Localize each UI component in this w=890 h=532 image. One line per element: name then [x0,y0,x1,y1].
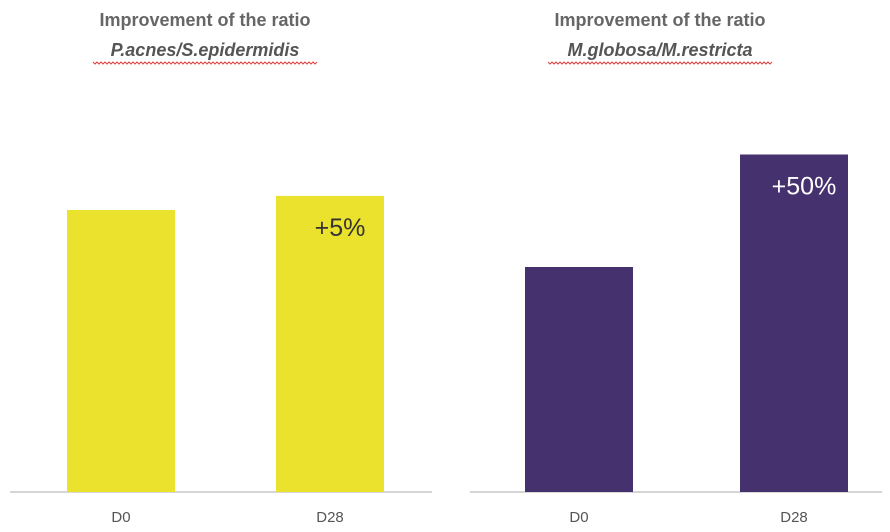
bar-d0 [525,267,633,492]
chart-subtitle: P.acnes/S.epidermidis [111,40,300,60]
x-tick-label: D28 [316,509,344,526]
bar-d28 [740,154,848,492]
bar-d0 [67,210,175,492]
chart-subtitle: M.globosa/M.restricta [567,40,752,60]
spellcheck-underline [92,61,318,65]
x-tick-label: D0 [569,509,588,526]
bar-d28 [276,195,384,492]
chart-title: Improvement of the ratio [99,10,310,30]
x-tick-label: D28 [780,509,808,526]
data-label: +5% [315,214,366,242]
chart-panel-1: Improvement of the ratio P.acnes/S.epider… [10,10,432,526]
chart-panel-2: Improvement of the ratio M.globosa/M.rest… [470,10,882,526]
data-label: +50% [772,173,837,201]
spellcheck-underline [547,61,773,65]
chart-title: Improvement of the ratio [554,10,765,30]
x-tick-label: D0 [111,509,130,526]
